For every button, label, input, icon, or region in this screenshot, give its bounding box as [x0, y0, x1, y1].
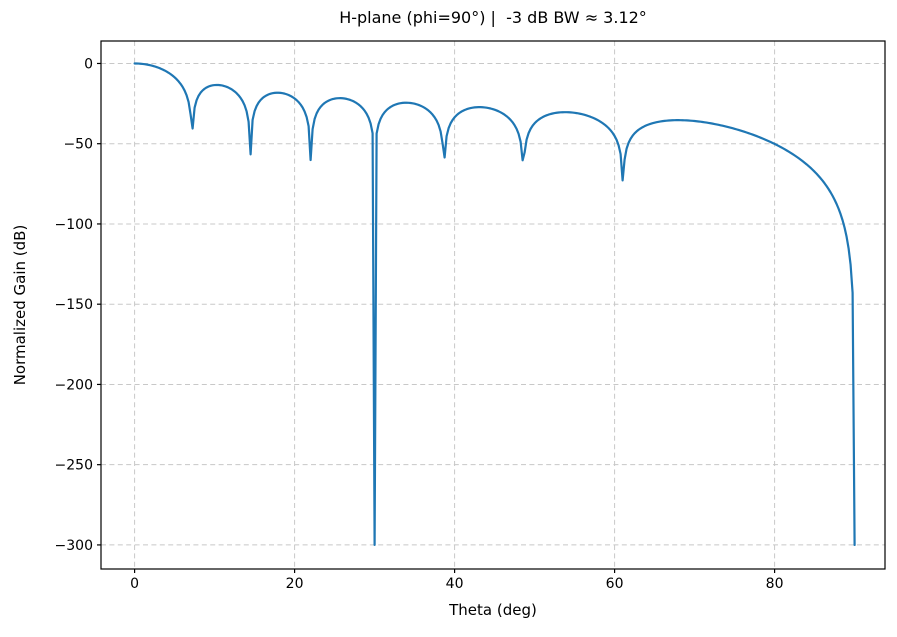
y-tick-label: −250 [55, 458, 93, 474]
y-tick-label: −200 [55, 377, 93, 393]
x-tick-label: 0 [130, 576, 139, 592]
y-axis-label: Normalized Gain (dB) [11, 224, 29, 386]
y-tick-label: −100 [55, 217, 93, 233]
x-tick-label: 60 [606, 576, 624, 592]
x-axis-label: Theta (deg) [449, 601, 537, 619]
plot-border [100, 40, 886, 570]
y-tick-label: −50 [63, 137, 93, 153]
y-tick-label: 0 [84, 56, 93, 72]
y-tick-label: −150 [55, 297, 93, 313]
y-tick-label: −300 [55, 538, 93, 554]
gain-curve [133, 62, 856, 547]
x-tick-label: 80 [766, 576, 784, 592]
x-tick-label: 20 [286, 576, 304, 592]
chart-title: H-plane (phi=90°) | -3 dB BW ≈ 3.12° [339, 8, 647, 27]
x-tick-label: 40 [446, 576, 464, 592]
